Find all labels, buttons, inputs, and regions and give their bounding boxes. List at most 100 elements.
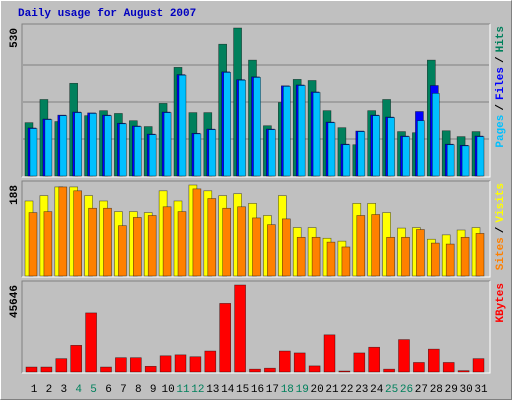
bar [133, 217, 142, 277]
bar [296, 236, 306, 277]
x-tick-label: 4 [75, 384, 82, 396]
bar [73, 190, 82, 277]
bar [445, 243, 455, 277]
bar [59, 115, 68, 177]
bar [401, 236, 410, 277]
bar [25, 366, 38, 373]
bar [402, 136, 410, 177]
bar [193, 133, 202, 177]
bar [208, 129, 217, 177]
x-tick-label: 20 [310, 384, 323, 396]
bar [29, 128, 38, 177]
bar [118, 225, 127, 277]
bar [327, 122, 336, 177]
bar [431, 93, 440, 177]
bar [134, 126, 142, 177]
panel-border [21, 23, 490, 177]
x-tick-label: 21 [325, 384, 339, 396]
x-tick-label: 8 [135, 384, 142, 396]
bar [282, 86, 291, 177]
x-tick-label: 10 [161, 384, 174, 396]
x-tick-label: 30 [459, 384, 472, 396]
x-tick-label: 12 [191, 384, 204, 396]
x-tick-label: 15 [236, 384, 249, 396]
bar [387, 117, 395, 177]
bar [472, 358, 485, 373]
legend-separator: / [495, 226, 507, 233]
bar [100, 366, 112, 373]
bar [44, 119, 53, 177]
bar [177, 211, 187, 277]
bar [268, 129, 276, 177]
bar [323, 334, 336, 373]
bar [144, 365, 157, 373]
legend: Pages / Files / Hits [495, 26, 507, 148]
x-tick-label: 1 [31, 384, 38, 396]
bar [28, 212, 38, 277]
bar [253, 77, 261, 177]
bar [103, 207, 112, 277]
x-tick-label: 16 [251, 384, 264, 396]
bar [297, 85, 306, 177]
bar [147, 215, 157, 277]
bar [70, 345, 82, 373]
bar [252, 217, 261, 277]
bar [85, 312, 97, 373]
y-tick-label: 45646 [9, 285, 21, 318]
y-tick-label: 530 [9, 28, 21, 48]
x-tick-label: 18 [281, 384, 294, 396]
x-tick-label: 14 [221, 384, 235, 396]
bar [386, 236, 395, 277]
legend-entry: Sites [495, 237, 507, 270]
bar [417, 120, 425, 177]
bar [398, 339, 410, 373]
bar [427, 348, 440, 373]
bar [341, 246, 351, 277]
bar [475, 233, 485, 277]
bar [353, 352, 366, 373]
y-tick-label: 188 [9, 185, 21, 205]
bar [55, 358, 68, 373]
bar [40, 366, 53, 373]
bar [311, 236, 321, 277]
x-tick-label: 27 [415, 384, 428, 396]
legend: KBytes [495, 283, 507, 323]
x-tick-label: 6 [105, 384, 112, 396]
legend-entry: Visits [495, 183, 507, 223]
bar [267, 224, 276, 277]
bar [223, 72, 231, 177]
bar [104, 115, 112, 177]
bar [278, 350, 291, 373]
bar [178, 74, 187, 177]
x-tick-label: 23 [355, 384, 368, 396]
legend-entry: Files [495, 67, 507, 100]
bar [119, 123, 127, 177]
bar [264, 367, 276, 373]
x-tick-label: 22 [340, 384, 353, 396]
bar [249, 368, 261, 373]
x-tick-label: 24 [370, 384, 384, 396]
bar [130, 357, 142, 373]
panel-border [21, 280, 490, 373]
bar [372, 115, 381, 177]
x-tick-label: 25 [385, 384, 398, 396]
bar [312, 92, 321, 177]
bar [357, 131, 366, 177]
bar [281, 218, 291, 277]
bar [238, 79, 246, 177]
bar [430, 242, 440, 277]
legend: Sites / Visits [495, 183, 507, 270]
legend-entry: Pages [495, 115, 507, 148]
bar [368, 346, 381, 373]
bar [342, 144, 351, 177]
bar [207, 198, 217, 277]
bar [159, 355, 172, 373]
legend-separator: / [495, 104, 507, 111]
x-tick-label: 7 [120, 384, 127, 396]
bar [476, 136, 485, 177]
x-tick-label: 19 [296, 384, 309, 396]
bar [413, 362, 425, 373]
bar [174, 354, 187, 373]
legend-entry: KBytes [495, 283, 507, 323]
